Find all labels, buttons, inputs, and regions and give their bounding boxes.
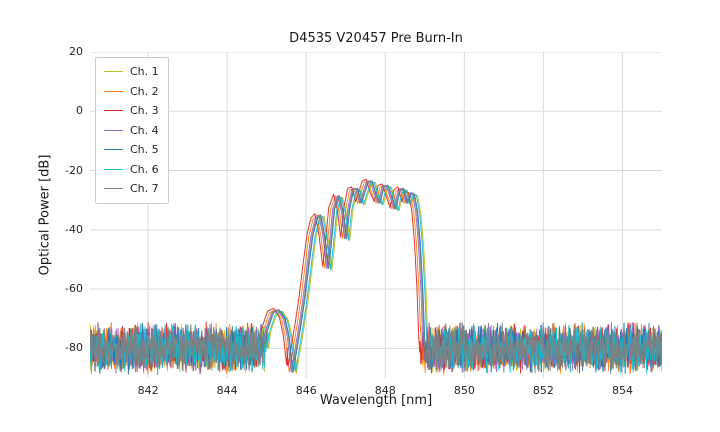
legend-item: Ch. 7 [104, 179, 159, 199]
legend-line-swatch [104, 110, 123, 112]
legend-item: Ch. 4 [104, 121, 159, 141]
y-tick-label: 20 [69, 45, 83, 58]
legend-label: Ch. 4 [130, 123, 159, 137]
chart-title: D4535 V20457 Pre Burn-In [289, 31, 463, 46]
legend: Ch. 1 Ch. 2 Ch. 3 Ch. 4 Ch. 5 Ch. 6 Ch. 7 [95, 57, 169, 204]
legend-item: Ch. 6 [104, 160, 159, 180]
x-tick-label: 852 [532, 384, 554, 397]
legend-item: Ch. 2 [104, 82, 159, 102]
y-tick-label: -20 [65, 163, 83, 177]
y-tick-label: -40 [65, 222, 83, 236]
legend-line-swatch [104, 188, 123, 190]
x-tick-label: 854 [611, 384, 633, 397]
legend-label: Ch. 1 [130, 65, 159, 79]
legend-line-swatch [104, 129, 123, 131]
x-axis-label: Wavelength [nm] [319, 393, 433, 408]
legend-label: Ch. 6 [130, 162, 159, 176]
legend-line-swatch [104, 71, 123, 73]
x-tick-label: 842 [137, 384, 159, 397]
x-tick-label: 850 [453, 384, 475, 397]
y-tick-label: -80 [65, 341, 83, 355]
plot-canvas [90, 52, 662, 378]
x-tick-label: 848 [374, 384, 396, 397]
legend-label: Ch. 2 [130, 84, 159, 98]
y-tick-label: 0 [76, 104, 83, 118]
legend-item: Ch. 3 [104, 101, 159, 121]
legend-item: Ch. 1 [104, 62, 159, 82]
legend-label: Ch. 3 [130, 104, 159, 118]
x-tick-label: 844 [216, 384, 238, 397]
legend-line-swatch [104, 149, 123, 151]
y-tick-label: -60 [65, 282, 83, 296]
legend-label: Ch. 5 [130, 143, 159, 157]
legend-line-swatch [104, 168, 123, 170]
legend-item: Ch. 5 [104, 140, 159, 160]
plot-area: Ch. 1 Ch. 2 Ch. 3 Ch. 4 Ch. 5 Ch. 6 Ch. 7 [90, 52, 662, 378]
x-tick-label: 846 [295, 384, 317, 397]
legend-line-swatch [104, 90, 123, 92]
legend-label: Ch. 7 [130, 182, 159, 196]
